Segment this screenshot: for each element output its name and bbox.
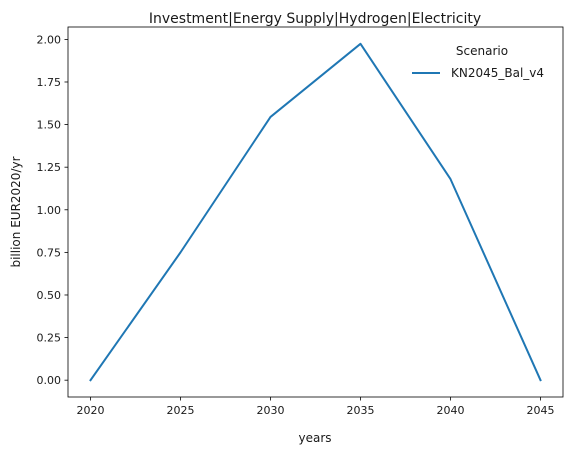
y-axis-label: billion EUR2020/yr bbox=[9, 156, 23, 267]
x-tick-label: 2040 bbox=[437, 404, 465, 417]
y-tick-label: 0.00 bbox=[37, 374, 62, 387]
x-tick-label: 2025 bbox=[167, 404, 195, 417]
y-tick-label: 1.00 bbox=[37, 204, 62, 217]
legend: Scenario KN2045_Bal_v4 bbox=[412, 44, 544, 80]
data-point bbox=[360, 43, 362, 45]
y-tick-label: 0.25 bbox=[37, 332, 62, 345]
x-tick-label: 2030 bbox=[257, 404, 285, 417]
y-tick-label: 0.50 bbox=[37, 289, 62, 302]
y-axis: 0.00 0.25 0.50 0.75 1.00 1.25 1.50 1.75 2.00 bbox=[37, 33, 68, 387]
data-point bbox=[540, 379, 542, 381]
legend-label-kn2045-bal-v4: KN2045_Bal_v4 bbox=[451, 66, 544, 80]
data-point bbox=[90, 379, 92, 381]
y-tick-label: 1.25 bbox=[37, 161, 62, 174]
series-layer bbox=[89, 42, 542, 382]
data-point bbox=[270, 116, 272, 118]
plot-area bbox=[67, 26, 564, 398]
series-line-0 bbox=[89, 42, 542, 382]
y-tick-label: 1.50 bbox=[37, 119, 62, 132]
plot-frame bbox=[67, 26, 564, 398]
data-point bbox=[450, 178, 452, 180]
x-tick-label: 2020 bbox=[77, 404, 105, 417]
x-tick-label: 2045 bbox=[527, 404, 555, 417]
x-axis-label: years bbox=[298, 431, 331, 445]
data-point bbox=[180, 251, 182, 253]
legend-title: Scenario bbox=[456, 44, 508, 58]
y-tick-label: 0.75 bbox=[37, 246, 62, 259]
x-axis: 2020 2025 2030 2035 2040 2045 bbox=[77, 397, 555, 417]
y-tick-label: 2.00 bbox=[37, 33, 62, 46]
chart-title: Investment|Energy Supply|Hydrogen|Electr… bbox=[149, 11, 481, 27]
y-tick-label: 1.75 bbox=[37, 76, 62, 89]
x-tick-label: 2035 bbox=[347, 404, 375, 417]
